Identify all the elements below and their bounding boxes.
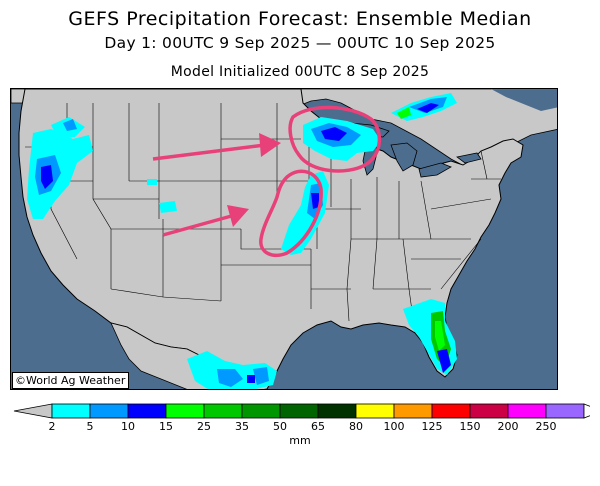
- color-bar-swatch: [393, 403, 433, 419]
- color-bar-swatch: [127, 403, 167, 419]
- color-bar-swatch: [431, 403, 471, 419]
- color-bar-swatch: [545, 403, 585, 419]
- precipitation-map: [10, 88, 558, 390]
- credit-label: ©World Ag Weather: [12, 372, 130, 389]
- color-bar-over-arrow: [583, 403, 590, 419]
- map-title: GEFS Precipitation Forecast: Ensemble Me…: [68, 8, 532, 30]
- arrow-upper: [152, 143, 266, 161]
- color-bar-under-arrow: [13, 403, 53, 419]
- color-bar-tick-label: 15: [159, 420, 173, 433]
- color-bar-tick-label: 80: [349, 420, 363, 433]
- color-bar-tick-label: 2: [48, 420, 56, 433]
- color-bar-tick-label: 5: [86, 420, 94, 433]
- color-bar-tick-label: 65: [311, 420, 325, 433]
- color-bar-swatch: [355, 403, 395, 419]
- highlight-circle-plains: [259, 169, 323, 258]
- model-init-time: Model Initialized 00UTC 8 Sep 2025: [170, 64, 430, 80]
- color-bar-swatch: [241, 403, 281, 419]
- color-bar: [13, 403, 590, 419]
- color-bar-tick-label: 50: [273, 420, 287, 433]
- arrowhead-upper: [259, 133, 281, 157]
- color-bar-tick-label: 250: [535, 420, 557, 433]
- color-bar-tick-label: 35: [235, 420, 249, 433]
- arrowhead-lower: [227, 205, 249, 227]
- color-bar-units: mm: [289, 434, 311, 447]
- color-bar-swatch: [279, 403, 319, 419]
- color-bar-swatch: [51, 403, 91, 419]
- precip-shading: [27, 93, 457, 389]
- color-bar-tick-label: 125: [421, 420, 443, 433]
- color-bar-tick-label: 10: [121, 420, 135, 433]
- color-bar-tick-label: 25: [197, 420, 211, 433]
- color-bar-swatch: [203, 403, 243, 419]
- color-bar-tick-label: 150: [459, 420, 481, 433]
- color-bar-swatch: [89, 403, 129, 419]
- annotations: [152, 105, 381, 258]
- color-bar-tick-label: 100: [383, 420, 405, 433]
- color-bar-tick-label: 200: [497, 420, 519, 433]
- color-bar-swatch: [165, 403, 205, 419]
- arrow-lower: [162, 213, 236, 237]
- highlight-circle-upper-midwest: [288, 105, 381, 173]
- forecast-period: Day 1: 00UTC 9 Sep 2025 — 00UTC 10 Sep 2…: [104, 34, 496, 52]
- color-bar-swatch: [317, 403, 357, 419]
- color-bar-swatch: [469, 403, 509, 419]
- color-bar-swatch: [507, 403, 547, 419]
